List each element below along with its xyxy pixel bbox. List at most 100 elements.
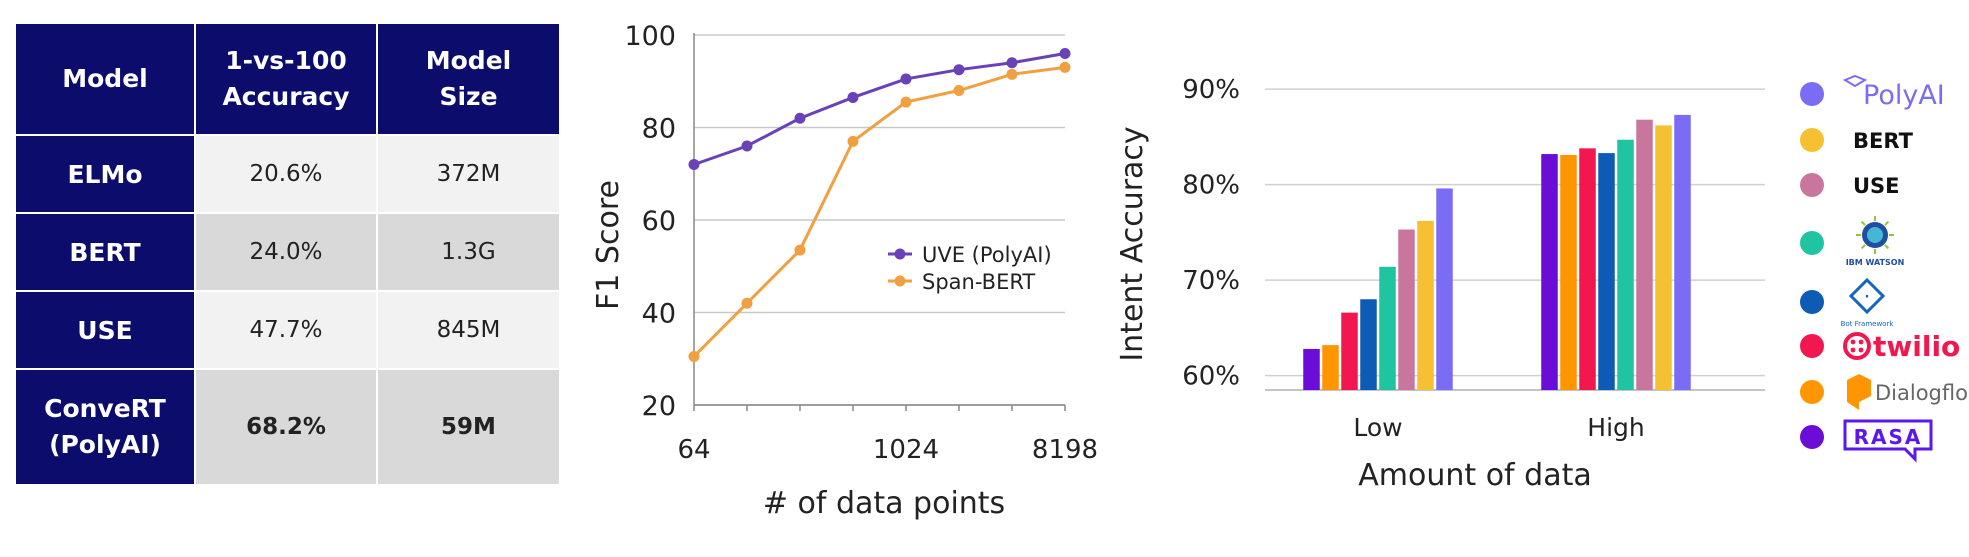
intent-legend-dot	[1800, 173, 1824, 197]
f1-data-point	[741, 140, 753, 152]
column-header-size: Model Size	[376, 22, 561, 136]
intent-bar	[1379, 266, 1396, 390]
intent-legend-label: RASA	[1854, 425, 1923, 449]
intent-legend-dot	[1800, 425, 1824, 449]
intent-legend-label: PolyAI	[1863, 80, 1945, 111]
dialogflow-logo-icon	[1847, 374, 1871, 410]
model-name-cell: ELMo	[14, 134, 196, 214]
f1-legend: UVE (PolyAI) Span-BERT	[888, 243, 1052, 294]
intent-legend: PolyAI BERT USE IBM WATSON · Bot Framework twi…	[1800, 74, 1969, 463]
f1-data-point	[794, 112, 806, 124]
intent-y-tick-label: 70%	[1182, 266, 1240, 296]
intent-legend-dot	[1800, 380, 1824, 404]
f1-data-point	[688, 350, 700, 362]
intent-bar	[1560, 155, 1577, 390]
intent-bar	[1417, 220, 1434, 390]
bot-framework-logo-icon: ·	[1848, 277, 1886, 315]
f1-data-point	[953, 64, 965, 76]
intent-legend-item: BERT	[1800, 128, 1914, 153]
intent-legend-item: IBM WATSON	[1800, 216, 1904, 267]
f1-x-tick-label: 1024	[873, 435, 939, 465]
f1-data-point	[1059, 61, 1071, 73]
size-cell: 1.3G	[376, 212, 561, 292]
size-cell: 59M	[376, 368, 561, 486]
intent-y-tick-label: 60%	[1182, 362, 1240, 392]
intent-legend-label: BERT	[1853, 129, 1914, 153]
f1-score-line-chart: 20 40 60 80 100 64 1024 8198 F1 Score # of dat…	[590, 0, 1130, 553]
ibm-watson-logo-icon	[1856, 216, 1894, 254]
intent-legend-dot	[1800, 290, 1824, 314]
f1-y-axis-label: F1 Score	[591, 180, 626, 310]
intent-y-tick-label: 90%	[1182, 75, 1240, 105]
f1-y-tick-label: 20	[642, 391, 676, 422]
f1-x-tick-label: 64	[677, 435, 710, 465]
svg-text:·: ·	[1865, 290, 1870, 305]
intent-legend-item: USE	[1800, 173, 1900, 198]
f1-data-point	[900, 73, 912, 85]
intent-legend-label: twilio	[1873, 330, 1960, 363]
f1-y-tick-label: 100	[624, 21, 676, 52]
model-name-cell: BERT	[14, 212, 196, 292]
intent-bar	[1598, 153, 1615, 390]
f1-data-point	[1059, 48, 1071, 59]
f1-x-tick-label: 8198	[1032, 435, 1098, 465]
f1-legend-label: UVE (PolyAI)	[922, 243, 1052, 267]
f1-y-tick-label: 40	[642, 299, 676, 330]
rasa-logo-icon	[1843, 419, 1933, 463]
intent-bar	[1303, 348, 1320, 390]
model-name-cell: USE	[14, 290, 196, 370]
f1-legend-label: Span-BERT	[922, 270, 1035, 294]
intent-legend-item: Dialogflow	[1800, 374, 1969, 410]
intent-legend-item: RASA	[1800, 419, 1933, 463]
intent-category-label: Low	[1353, 413, 1402, 442]
column-header-model: Model	[14, 22, 196, 136]
table-row: ConveRT (PolyAI) 68.2% 59M	[14, 368, 561, 486]
intent-legend-dot	[1800, 82, 1824, 106]
size-cell: 372M	[376, 134, 561, 214]
f1-data-point	[900, 96, 912, 108]
f1-series-line	[692, 65, 1066, 358]
intent-y-axis-label: Intent Accuracy	[1115, 126, 1150, 361]
intent-bar	[1341, 312, 1358, 390]
intent-legend-item: PolyAI	[1800, 74, 1945, 111]
intent-legend-dot	[1800, 231, 1824, 255]
table-row: ELMo 20.6% 372M	[14, 134, 561, 214]
f1-legend-swatch-marker	[894, 248, 906, 260]
f1-data-point	[741, 297, 753, 309]
intent-legend-item: · Bot Framework	[1800, 277, 1894, 328]
intent-bar	[1674, 114, 1691, 391]
intent-legend-item: twilio	[1800, 330, 1960, 363]
intent-bar	[1636, 119, 1653, 391]
intent-y-tick-label: 80%	[1182, 171, 1240, 201]
intent-x-axis-label: Amount of data	[1358, 458, 1591, 493]
intent-legend-label: IBM WATSON	[1846, 258, 1905, 267]
f1-data-point	[1006, 57, 1018, 69]
accuracy-cell: 24.0%	[194, 212, 378, 292]
accuracy-cell: 47.7%	[194, 290, 378, 370]
intent-bar	[1655, 125, 1672, 390]
accuracy-cell: 20.6%	[194, 134, 378, 214]
twilio-logo-icon	[1843, 332, 1871, 360]
intent-chart-svg: 60% 70% 80% 90% Low High Intent Accuracy Amo…	[1115, 74, 1969, 493]
intent-legend-dot	[1800, 128, 1824, 152]
f1-series-line	[693, 52, 1066, 166]
accuracy-cell: 68.2%	[194, 368, 378, 486]
model-comparison-table-panel: Model 1-vs-100 Accuracy Model Size ELMo …	[14, 22, 561, 486]
intent-bar	[1617, 139, 1634, 390]
column-header-accuracy: 1-vs-100 Accuracy	[194, 22, 378, 136]
model-name-cell: ConveRT (PolyAI)	[14, 368, 196, 486]
intent-bar	[1436, 188, 1453, 390]
intent-bar	[1398, 229, 1415, 390]
f1-data-point	[688, 159, 700, 170]
intent-bar	[1360, 299, 1377, 390]
f1-data-point	[953, 85, 965, 96]
f1-data-point	[794, 244, 806, 256]
intent-bar	[1541, 154, 1558, 390]
f1-data-point	[847, 91, 859, 103]
table-row: BERT 24.0% 1.3G	[14, 212, 561, 292]
model-comparison-table: Model 1-vs-100 Accuracy Model Size ELMo …	[14, 22, 561, 486]
intent-accuracy-bar-chart: 60% 70% 80% 90% Low High Intent Accuracy Amo…	[1110, 0, 1969, 553]
f1-legend-swatch-marker	[894, 275, 906, 287]
intent-legend-label: Dialogflow	[1875, 381, 1969, 405]
intent-legend-label: USE	[1853, 174, 1900, 198]
